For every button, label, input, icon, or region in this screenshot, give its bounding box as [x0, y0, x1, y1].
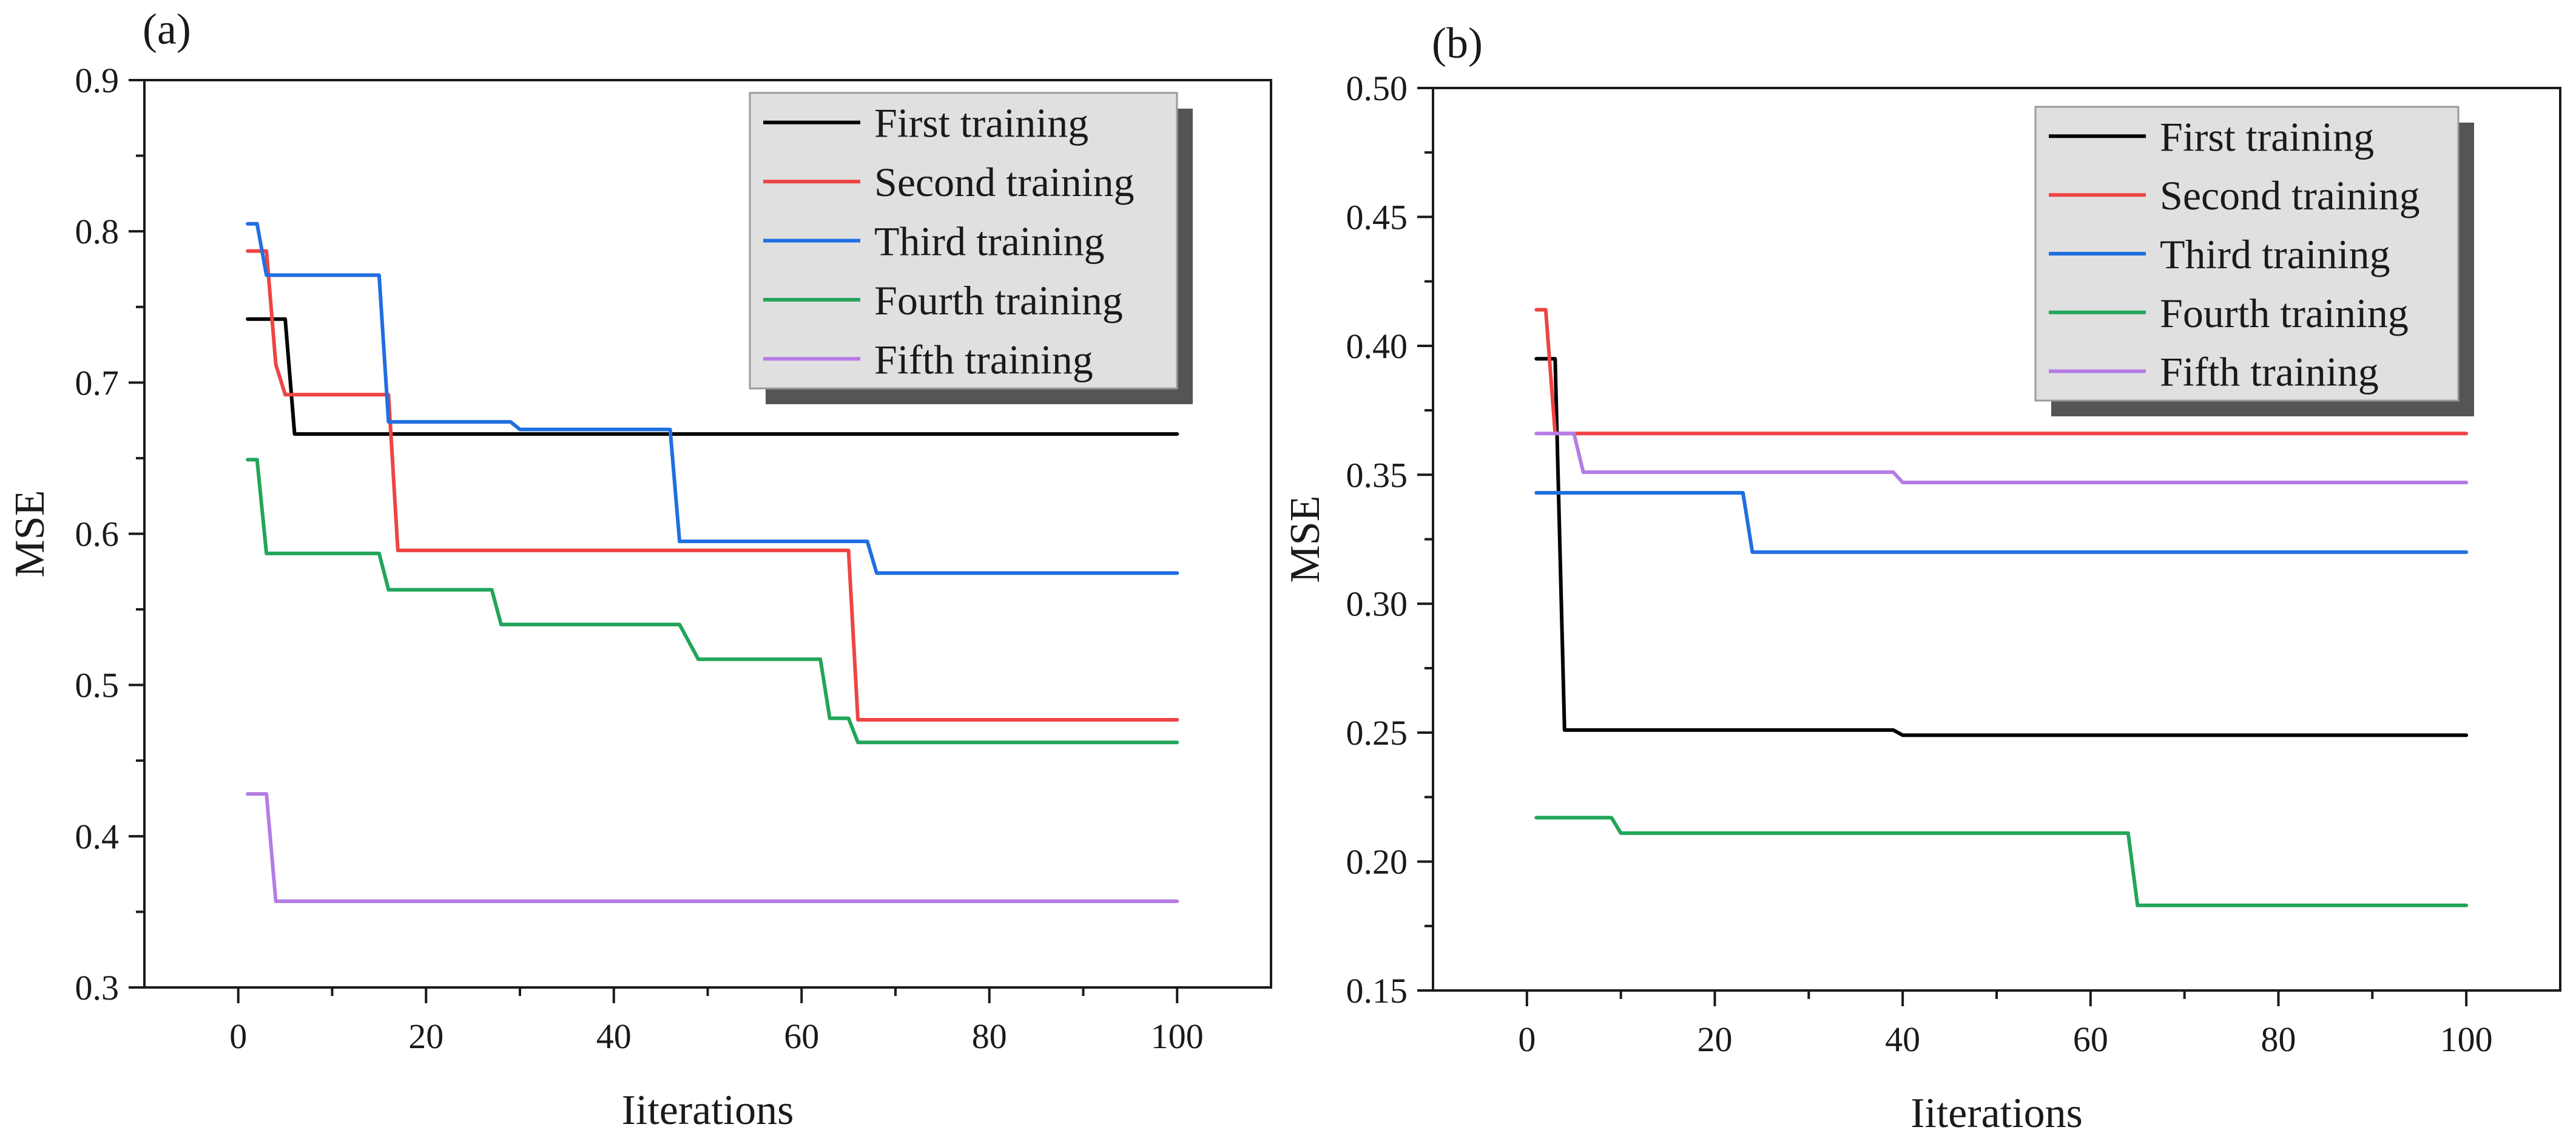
y-tick-label: 0.50: [1346, 69, 1408, 108]
panel-label: (b): [1432, 19, 1483, 67]
x-tick-label: 100: [1151, 1017, 1204, 1056]
legend: First training Second training Third train…: [2034, 106, 2474, 416]
y-tick-label: 0.9: [75, 61, 120, 100]
x-tick-label: 80: [2261, 1020, 2296, 1059]
series-line-5: [1534, 432, 2469, 484]
x-tick-label: 0: [1518, 1020, 1536, 1059]
x-tick-label: 60: [784, 1017, 819, 1056]
series-line-2: [1534, 308, 2469, 436]
y-tick-label: 0.45: [1346, 197, 1408, 237]
y-tick-label: 0.7: [75, 363, 120, 402]
series-line-1: [246, 317, 1179, 436]
x-tick-label: 40: [596, 1017, 632, 1056]
series-line-3: [246, 222, 1179, 575]
x-axis-title: Iiterations: [622, 1087, 794, 1134]
x-tick-label: 20: [1698, 1020, 1733, 1059]
panel-label: (a): [143, 5, 191, 53]
legend-label-2: Second training: [2160, 172, 2420, 218]
y-tick-label: 0.40: [1346, 327, 1408, 366]
y-tick-label: 0.4: [75, 817, 120, 856]
legend-label-1: First training: [2160, 113, 2374, 160]
x-tick-label: 60: [2073, 1020, 2108, 1059]
x-tick-label: 40: [1885, 1020, 1920, 1059]
y-tick-label: 0.3: [75, 968, 120, 1007]
legend-label-1: First training: [874, 100, 1088, 146]
x-tick-label: 100: [2440, 1020, 2493, 1059]
y-tick-label: 0.25: [1346, 713, 1408, 753]
legend-label-2: Second training: [874, 159, 1135, 205]
series-line-3: [1534, 491, 2469, 554]
legend-label-3: Third training: [874, 218, 1105, 265]
legend-label-3: Third training: [2160, 231, 2390, 277]
y-tick-label: 0.15: [1346, 971, 1408, 1011]
series-line-4: [246, 458, 1179, 745]
y-tick-label: 0.30: [1346, 584, 1408, 624]
y-tick-label: 0.20: [1346, 842, 1408, 882]
x-axis-title: Iiterations: [1910, 1090, 2083, 1137]
x-tick-label: 0: [229, 1017, 247, 1056]
chart-panel-b: 0 20 40 60 80 100 0.15 0.20 0.25 0.30 0.35 0.40 0.45…: [1282, 19, 2561, 1137]
x-tick-label: 20: [408, 1017, 443, 1056]
legend-label-4: Fourth training: [874, 277, 1123, 323]
y-tick-label: 0.35: [1346, 455, 1408, 495]
y-axis-title: MSE: [7, 490, 53, 578]
legend-label-4: Fourth training: [2160, 290, 2409, 336]
y-tick-label: 0.6: [75, 515, 120, 554]
legend-label-5: Fifth training: [874, 336, 1093, 382]
series-line-4: [1534, 816, 2469, 907]
y-tick-label: 0.5: [75, 666, 120, 705]
legend-label-5: Fifth training: [2160, 349, 2379, 395]
series-line-5: [246, 792, 1179, 903]
y-tick-label: 0.8: [75, 212, 120, 251]
series-line-1: [1534, 357, 2469, 737]
legend: First training Second training Third train…: [749, 92, 1193, 404]
chart-panel-a: 0 20 40 60 80 100 0.3 0.4 0.5 0.6 0.7 0.8 0.9 Iiterat…: [7, 5, 1272, 1134]
y-axis-title: MSE: [1282, 496, 1329, 583]
x-tick-label: 80: [972, 1017, 1007, 1056]
